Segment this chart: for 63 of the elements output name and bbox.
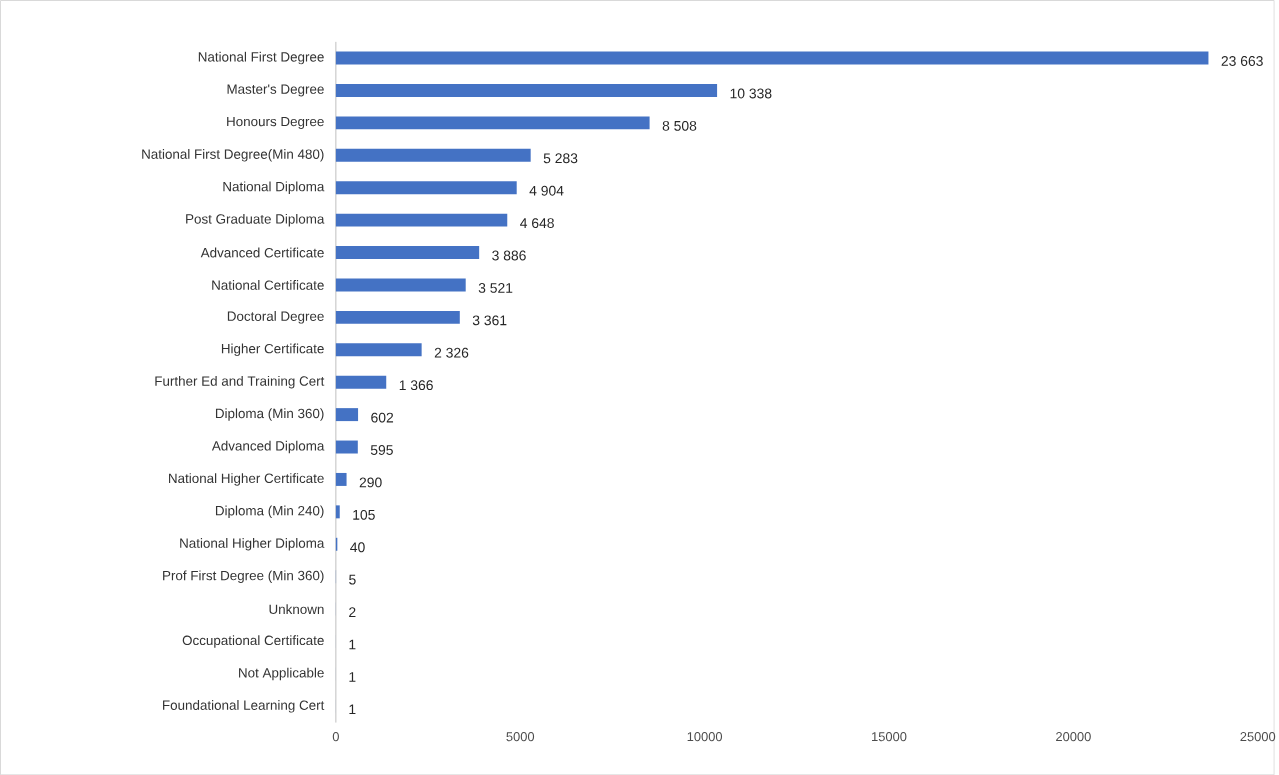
y-tick-label: Advanced Certificate [200, 247, 324, 258]
y-tick-label: Master's Degree [227, 84, 324, 97]
bar [335, 181, 517, 195]
bar [335, 148, 531, 162]
x-tick-label: 5000 [506, 731, 535, 741]
data-label: 4 904 [529, 185, 564, 196]
data-label: 1 [349, 671, 356, 682]
bar [335, 83, 718, 97]
x-tick-label: 20000 [1056, 731, 1091, 741]
y-tick-label: Occupational Certificate [182, 635, 324, 648]
data-label: 5 283 [543, 153, 578, 164]
y-tick-label: Honours Degree [227, 116, 324, 129]
data-label: 595 [370, 444, 393, 455]
data-label: 5 [349, 574, 356, 585]
x-tick-label: 15000 [872, 731, 907, 741]
data-label: 3 361 [472, 315, 507, 326]
y-tick-label: Advanced Diploma [211, 440, 325, 454]
y-tick-label: Diploma (Min 360) [215, 408, 324, 421]
bar [335, 472, 347, 486]
y-tick-label: National Certificate [212, 279, 324, 290]
data-label: 8 508 [662, 120, 697, 131]
data-label: 1 [349, 704, 356, 714]
y-tick-label: Prof First Degree (Min 360) [163, 570, 324, 583]
bar [335, 343, 422, 357]
x-tick-label: 10000 [687, 731, 723, 741]
data-label: 602 [371, 412, 394, 423]
data-label: 3 521 [478, 282, 513, 293]
data-label: 105 [353, 509, 375, 520]
data-label: 2 [349, 607, 356, 617]
y-tick-label: Further Ed and Training Cert [155, 375, 325, 389]
y-tick-label: Doctoral Degree [227, 310, 324, 324]
data-label: 23 663 [1221, 55, 1263, 66]
data-label: 290 [359, 477, 382, 488]
x-tick-label: 0 [332, 731, 339, 741]
bar [335, 245, 480, 259]
bar [335, 505, 340, 519]
bar [335, 213, 508, 227]
bar [335, 310, 460, 324]
bar [335, 116, 650, 130]
data-label: 10 338 [730, 88, 772, 99]
data-label: 1 366 [399, 380, 433, 390]
data-label: 40 [350, 542, 365, 553]
bar [335, 375, 387, 389]
data-label: 1 [349, 639, 356, 650]
y-tick-label: Diploma (Min 240) [215, 505, 324, 518]
y-tick-label: National Higher Certificate [169, 473, 324, 486]
y-tick-label: Foundational Learning Cert [163, 699, 325, 713]
bar [335, 278, 466, 292]
bar [335, 51, 1209, 65]
y-tick-label: Post Graduate Diploma [186, 213, 325, 227]
bar [335, 407, 359, 421]
y-tick-label: National Diploma [223, 181, 325, 194]
bar [335, 440, 358, 454]
y-tick-label: Higher Certificate [221, 343, 324, 356]
data-label: 4 648 [520, 218, 554, 228]
y-tick-label: National First Degree [198, 51, 324, 65]
y-tick-label: Not Applicable [239, 667, 324, 681]
y-tick-label: National Higher Diploma [180, 537, 325, 551]
x-tick-label: 25000 [1240, 731, 1276, 741]
data-label: 2 326 [434, 347, 469, 358]
y-tick-label: Unknown [269, 604, 324, 614]
data-label: 3 886 [492, 250, 526, 261]
y-tick-label: National First Degree(Min 480) [142, 148, 324, 162]
